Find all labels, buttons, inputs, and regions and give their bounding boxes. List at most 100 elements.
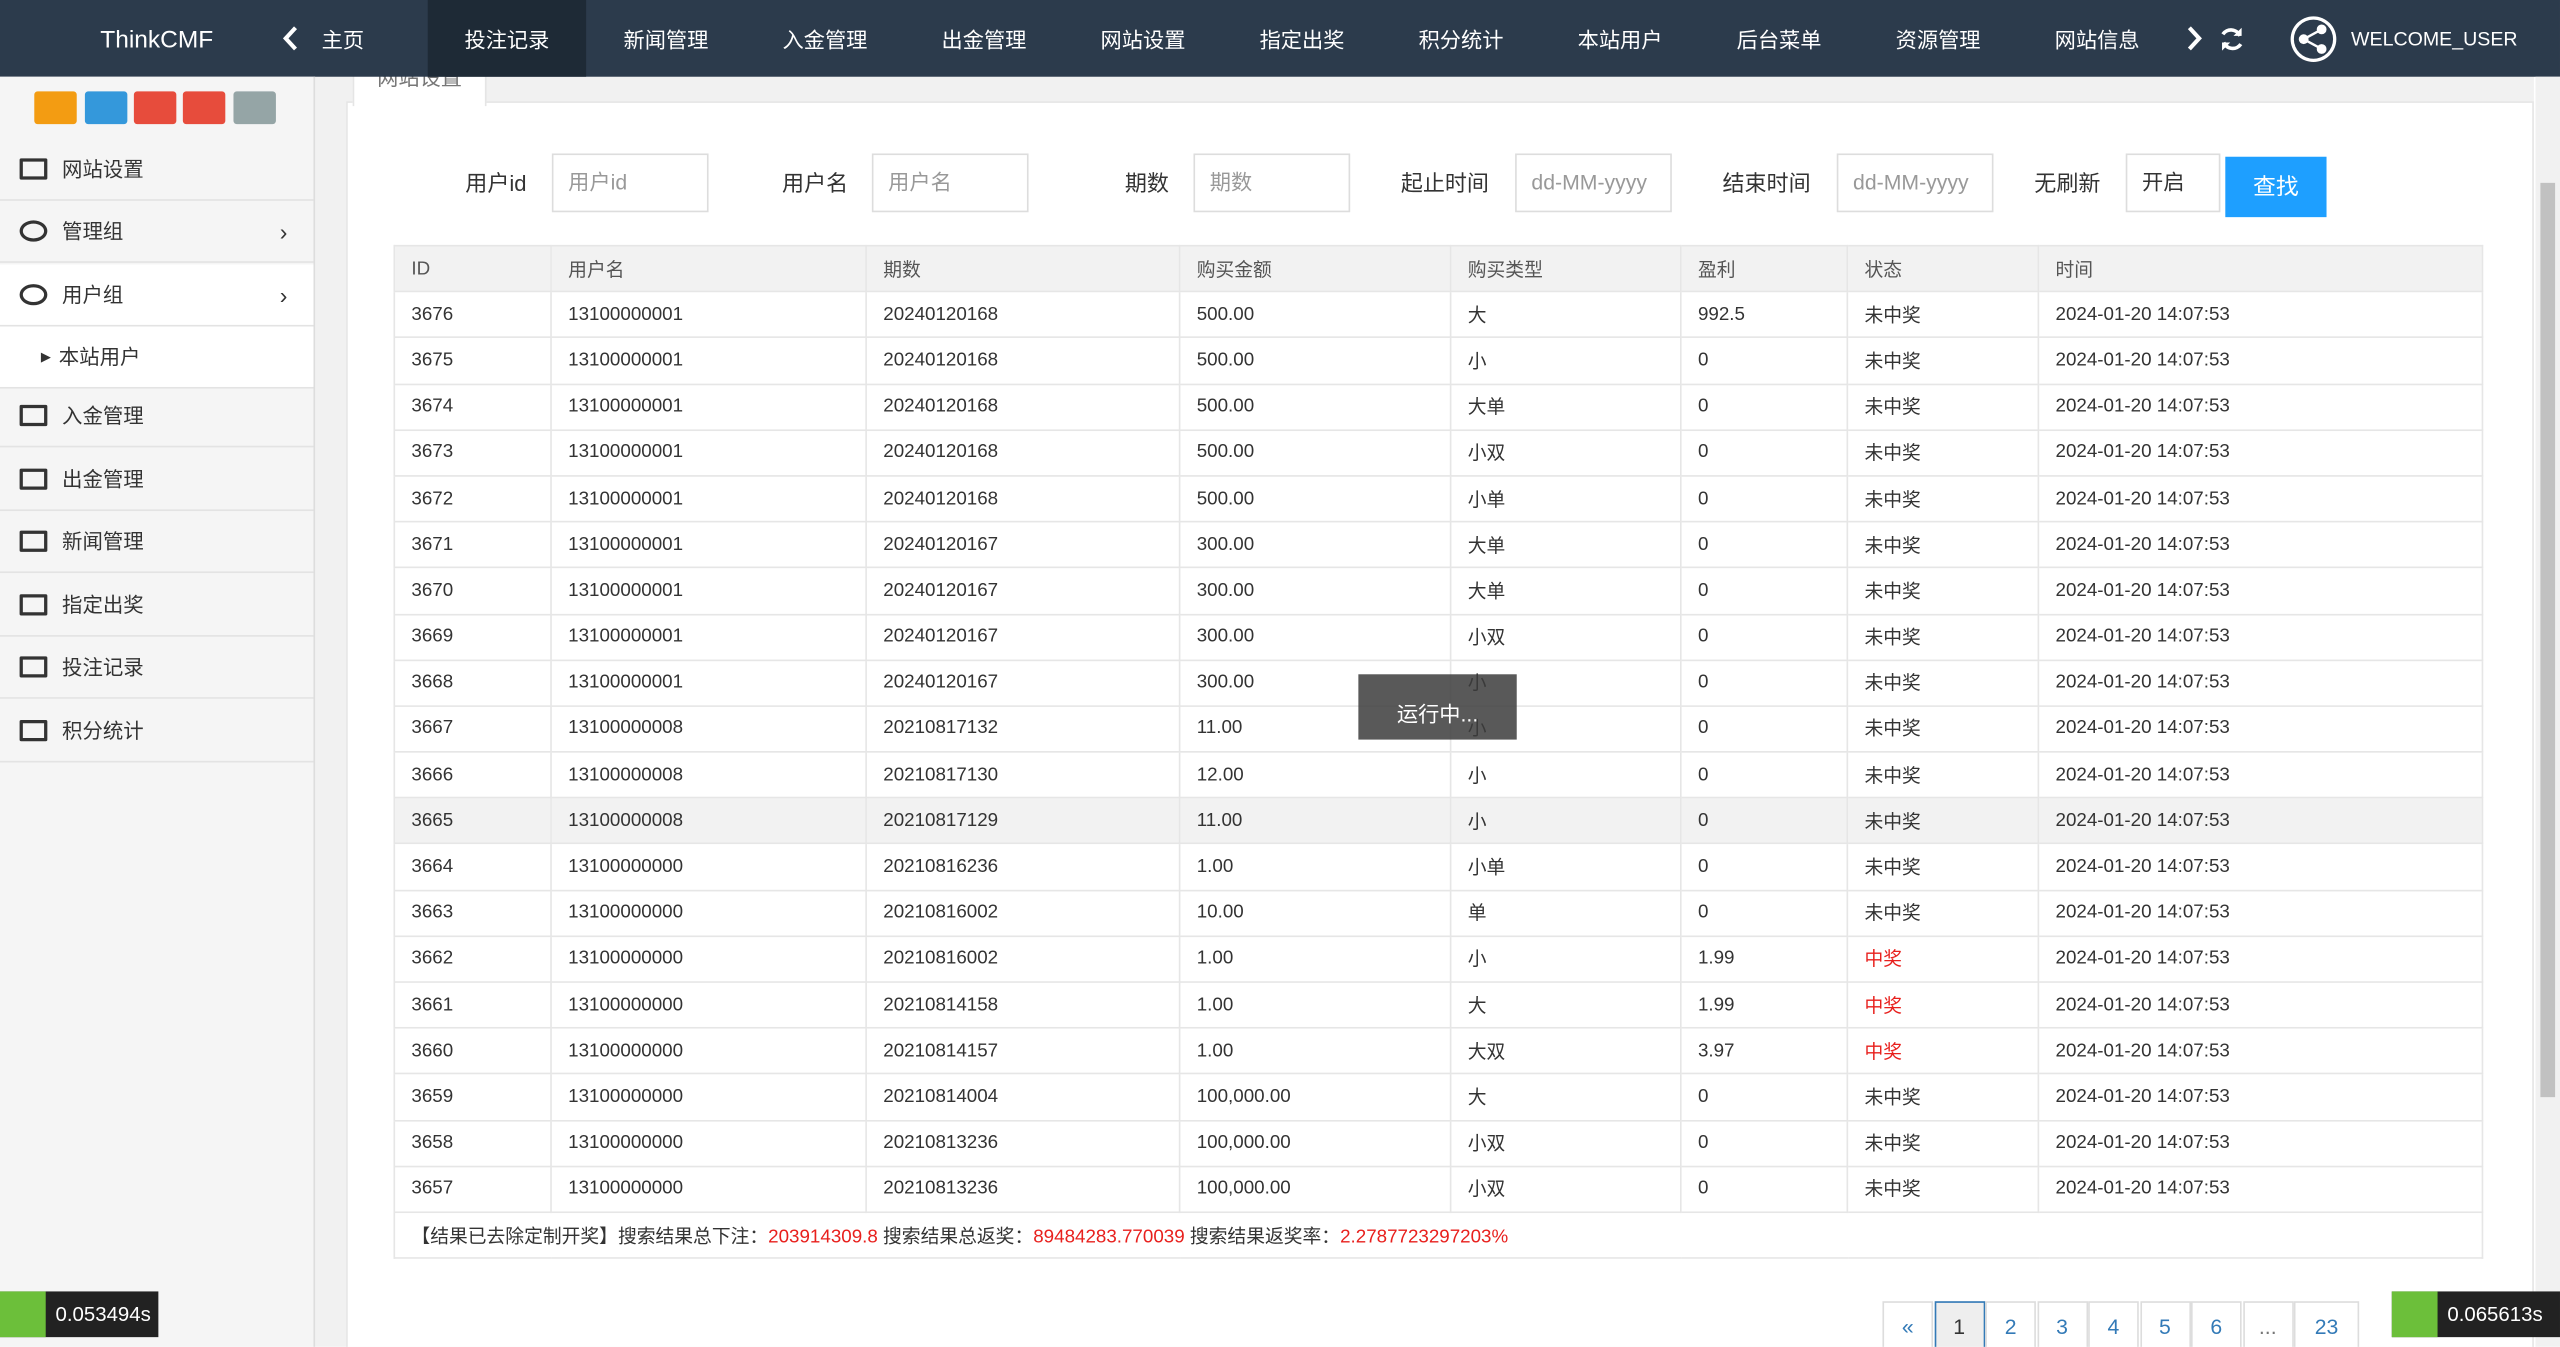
sidebar-item[interactable]: 出金管理 [0,449,314,512]
filter-input[interactable]: 用户id [551,153,709,213]
filter-label: 无刷新 [2034,171,2101,196]
sidebar-item[interactable]: 本站用户 ▶ [0,326,314,389]
sidebar-item[interactable]: 积分统计 [0,700,314,763]
page-link[interactable]: 23 [2293,1301,2360,1347]
search-button[interactable]: 查找 [2225,156,2327,218]
file-button[interactable] [84,91,128,125]
table-cell: 2024-01-20 14:07:53 [2037,1027,2484,1075]
table-cell: 13100000000 [550,1119,867,1167]
table-cell: 0 [1679,1073,1849,1121]
table-cell: 3.97 [1679,1027,1849,1075]
sidebar-item[interactable]: 新闻管理 [0,511,314,574]
table-row: 3674 13100000001 20240120168 500.00 大单 0 未中奖 20… [393,382,2484,431]
page-link[interactable]: 5 [2139,1301,2191,1347]
nav-tab[interactable]: 新闻管理 [623,27,709,53]
filter-input[interactable]: 期数 [1193,153,1351,213]
summary-row: 【结果已去除定制开奖】搜索结果总下注：203914309.8 搜索结果总返奖：8… [393,1211,2484,1259]
table-cell: 20210817129 [865,797,1181,845]
scroll-thumb[interactable] [2540,182,2556,1098]
table-cell: 0 [1679,474,1849,523]
table-cell: 大 [1449,290,1682,339]
table-cell: 13100000001 [550,521,867,569]
table-cell: 2024-01-20 14:07:53 [2037,659,2484,707]
column-header: 时间 [2037,244,2484,293]
loading-toast: 运行中... [1358,674,1517,740]
caret: ▼ [2425,112,2440,129]
user-menu[interactable]: WELCOME_USER ▼ [2351,0,2518,129]
scrollbar[interactable] [2535,76,2560,1347]
sidebar-label: 网站设置 [62,158,144,182]
home-button[interactable] [34,91,77,125]
page-link[interactable]: 3 [2036,1301,2088,1347]
sidebar-item[interactable]: 入金管理 [0,385,314,448]
nav-tab[interactable]: 入金管理 [782,27,868,53]
refresh-icon[interactable] [2219,26,2245,52]
table-cell: 大单 [1449,567,1682,615]
summary-text: 搜索结果返奖率： [1184,1226,1341,1247]
avatar[interactable] [2289,15,2338,64]
table-cell: 20210814158 [865,981,1181,1029]
table-row: 3664 13100000000 20210816236 1.00 小单 0 未中奖 2024… [393,843,2484,891]
filter-input[interactable]: dd-MM-yyyy [1515,153,1672,213]
table-cell: 2024-01-20 14:07:53 [2037,889,2484,937]
table-cell: 小 [1449,751,1682,799]
table-cell: 13100000000 [550,1073,867,1121]
table-cell: 3659 [393,1073,552,1121]
table-cell: 2024-01-20 14:07:53 [2037,1073,2484,1121]
table-cell: 小 [1449,336,1682,385]
nav-tab[interactable]: 网站信息 [2054,27,2140,53]
sidebar-item[interactable]: 用户组 › [0,264,314,327]
filter-input[interactable]: dd-MM-yyyy [1836,153,1994,213]
page-link[interactable]: 1 [1933,1301,1985,1347]
filter-label: 结束时间 [1722,171,1811,196]
table-cell: 20240120168 [865,336,1181,385]
page-link[interactable]: ... [2242,1301,2294,1347]
page-link[interactable]: 2 [1985,1301,2036,1347]
debug-timer[interactable]: 0.053494s [0,1291,159,1338]
nav-tab[interactable]: 本站用户 [1577,27,1663,53]
summary-text: 89484283.770039 [1033,1226,1185,1247]
prev-icon[interactable] [281,24,301,52]
nav-tab[interactable]: 指定出奖 [1259,27,1345,53]
table-cell: 未中奖 [1846,336,2040,385]
page-link[interactable]: 6 [2191,1301,2242,1347]
table-cell: 1.00 [1178,843,1452,891]
table-cell: 未中奖 [1846,889,2040,937]
nav-tab[interactable]: 出金管理 [941,27,1027,53]
table-cell: 未中奖 [1846,521,2040,569]
sidebar-item[interactable]: 投注记录 [0,637,314,699]
table-cell: 未中奖 [1846,1165,2040,1213]
table-cell: 13100000001 [550,613,867,661]
chevron: › [279,282,288,309]
list-button[interactable] [233,91,276,125]
sidebar-label: 投注记录 [62,656,144,680]
nav-tab[interactable]: 资源管理 [1895,27,1981,53]
page-link[interactable]: « [1882,1301,1934,1347]
nav-tab[interactable]: 投注记录 [427,0,587,77]
table-cell: 1.99 [1679,935,1849,983]
next-icon[interactable] [2184,24,2204,52]
table-cell: 2024-01-20 14:07:53 [2037,705,2484,753]
recycle-button[interactable] [182,91,226,125]
filter-input[interactable]: 用户名 [871,153,1029,213]
home-link[interactable]: 主页 [321,27,365,53]
table-cell: 3657 [393,1165,552,1213]
nav-tab[interactable]: 后台菜单 [1736,27,1822,53]
table-row: 3675 13100000001 20240120168 500.00 小 0 未中奖 202… [393,336,2484,385]
table-cell: 10.00 [1178,889,1452,937]
nav-tab[interactable]: 网站设置 [1100,27,1186,53]
page-link[interactable]: 4 [2088,1301,2139,1347]
debug-timer[interactable]: 0.065613s [2391,1291,2560,1338]
nav-tab[interactable]: 积分统计 [1418,27,1504,53]
table-cell: 3668 [393,659,552,707]
filter-input[interactable]: 开启 [2125,153,2221,213]
table-cell: 未中奖 [1846,290,2040,339]
delete-button[interactable] [133,91,177,125]
sidebar-item[interactable]: 管理组 › [0,201,314,263]
sidebar-item[interactable]: 网站设置 [0,139,314,201]
table-row: 3676 13100000001 20240120168 500.00 大 992.5 未中… [393,290,2484,339]
logo[interactable]: ThinkCMF [100,26,214,54]
table-row: 3659 13100000000 20210814004 100,000.00 大 0 未中… [393,1073,2484,1121]
table-cell: 2024-01-20 14:07:53 [2037,428,2484,477]
sidebar-item[interactable]: 指定出奖 [0,575,314,637]
